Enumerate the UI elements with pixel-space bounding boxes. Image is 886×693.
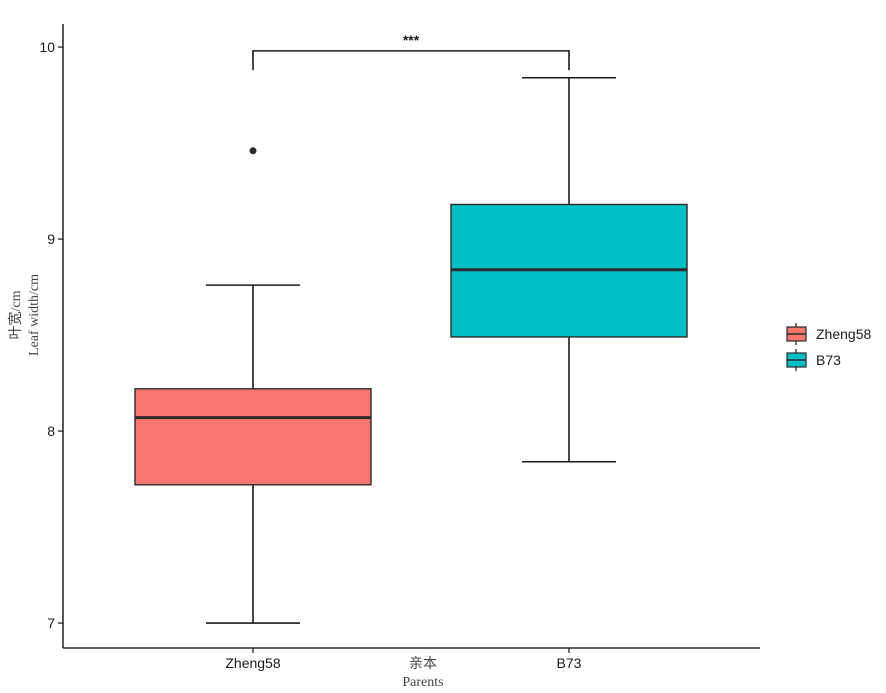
outlier-point <box>249 147 257 155</box>
box-b73 <box>450 76 688 463</box>
x-tick-label: Zheng58 <box>225 655 280 671</box>
x-axis-title-cn: 亲本 <box>409 656 437 672</box>
y-tick-label: 9 <box>47 231 55 247</box>
x-tick-label: B73 <box>557 655 582 671</box>
box-zheng58 <box>134 147 372 624</box>
legend: Zheng58 B73 <box>786 323 871 371</box>
legend-item-b73: B73 <box>786 349 841 371</box>
axes: 7 8 9 10 Zheng58 B73 <box>39 24 760 671</box>
significance-bracket: *** <box>252 32 570 71</box>
y-tick-label: 10 <box>39 39 55 55</box>
legend-label: B73 <box>816 352 841 368</box>
bracket-line <box>252 50 570 71</box>
plot-area: *** <box>134 32 688 624</box>
legend-item-zheng58: Zheng58 <box>786 323 871 345</box>
y-tick-label: 7 <box>47 615 55 631</box>
y-axis-title-cn: 叶宽/cm <box>7 290 24 339</box>
y-tick-label: 8 <box>47 423 55 439</box>
x-axis-title-en: Parents <box>402 675 443 690</box>
legend-label: Zheng58 <box>816 326 871 342</box>
significance-label: *** <box>403 32 420 48</box>
iqr-box <box>134 388 372 486</box>
y-axis-title-en: Leaf width/cm <box>27 274 42 356</box>
